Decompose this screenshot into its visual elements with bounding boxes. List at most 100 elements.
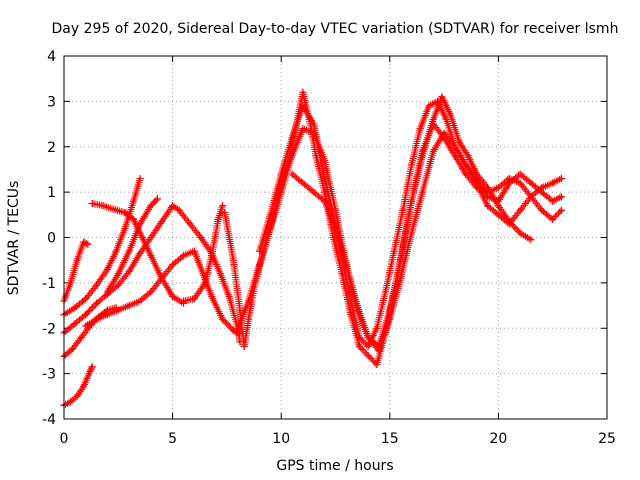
data-point	[527, 179, 535, 187]
grid	[64, 56, 607, 419]
data-point	[288, 134, 296, 142]
data-point	[516, 170, 524, 178]
series-trace-m	[288, 120, 565, 350]
data-point	[440, 134, 448, 142]
data-point	[114, 281, 122, 289]
data-point	[77, 333, 85, 341]
data-point	[69, 345, 77, 353]
data-point	[527, 236, 535, 244]
data-point	[73, 392, 81, 400]
data-point	[310, 188, 318, 196]
data-point	[110, 205, 118, 213]
data-point	[527, 193, 535, 201]
data-point	[125, 268, 133, 276]
data-point	[199, 270, 207, 278]
data-point	[408, 161, 416, 169]
data-point	[373, 324, 381, 332]
data-point	[147, 252, 155, 260]
data-point	[99, 202, 107, 210]
data-point	[375, 342, 383, 350]
y-tick-label: -2	[42, 321, 56, 337]
data-point	[516, 206, 524, 214]
data-point	[114, 270, 122, 278]
data-point	[67, 279, 75, 287]
data-point	[464, 152, 472, 160]
data-point	[399, 206, 407, 214]
data-point	[80, 238, 88, 246]
data-point	[229, 327, 237, 335]
data-point	[353, 302, 361, 310]
data-point	[93, 299, 101, 307]
data-point	[208, 252, 216, 260]
y-tick-label: 2	[47, 140, 56, 156]
x-tick-label: 15	[381, 431, 399, 447]
data-point	[190, 295, 198, 303]
data-point	[186, 220, 194, 228]
data-point	[225, 292, 233, 300]
y-tick-label: 4	[47, 49, 56, 65]
data-point	[147, 288, 155, 296]
data-point	[169, 261, 177, 269]
x-tick-label: 5	[168, 431, 177, 447]
data-point	[130, 215, 138, 223]
data-point	[549, 197, 557, 205]
data-point	[125, 247, 133, 255]
data-point	[169, 202, 177, 210]
axis-ticks: 0 5 10 15 20 25 -4 -3 -2 -1 0 1 2 3 4	[42, 49, 616, 447]
data-point	[197, 234, 205, 241]
data-point	[408, 197, 416, 205]
data-point	[364, 333, 372, 341]
data-point	[549, 215, 557, 223]
data-point	[71, 304, 79, 312]
data-point	[451, 152, 459, 160]
series-trace-i	[179, 202, 227, 305]
data-point	[321, 175, 329, 183]
data-point	[549, 179, 557, 187]
data-point	[240, 342, 248, 350]
data-point	[221, 209, 229, 217]
data-point	[338, 270, 346, 278]
data-point	[219, 315, 227, 323]
data-point	[321, 197, 329, 205]
data-point	[93, 281, 101, 289]
data-point	[462, 170, 470, 178]
data-point	[473, 184, 481, 192]
y-tick-label: 3	[47, 94, 56, 110]
data-point	[130, 197, 138, 205]
data-layer	[60, 88, 565, 409]
data-point	[147, 234, 155, 241]
data-point	[438, 93, 446, 101]
data-point	[245, 315, 253, 323]
data-point	[447, 111, 455, 119]
data-point	[93, 315, 101, 323]
data-point	[179, 297, 187, 305]
data-point	[103, 311, 111, 319]
data-point	[416, 125, 424, 133]
data-point	[229, 256, 237, 264]
series-trace-l	[255, 97, 565, 350]
y-tick-label: -3	[42, 367, 56, 383]
data-point	[136, 297, 144, 305]
data-point	[299, 88, 307, 96]
data-point	[153, 195, 161, 203]
data-point	[121, 209, 129, 217]
data-point	[484, 188, 492, 196]
data-point	[103, 265, 111, 273]
data-point	[494, 197, 502, 205]
y-tick-label: -1	[42, 276, 56, 292]
data-point	[175, 206, 183, 214]
y-axis-label: SDTVAR / TECUs	[6, 181, 22, 296]
data-point	[299, 102, 307, 110]
data-point	[138, 234, 146, 241]
data-point	[381, 288, 389, 296]
data-point	[373, 361, 381, 369]
data-point	[266, 211, 274, 219]
data-point	[397, 274, 405, 282]
data-point	[82, 322, 90, 330]
data-point	[121, 224, 129, 232]
data-point	[516, 229, 524, 237]
data-point	[288, 170, 296, 178]
data-point	[158, 274, 166, 282]
